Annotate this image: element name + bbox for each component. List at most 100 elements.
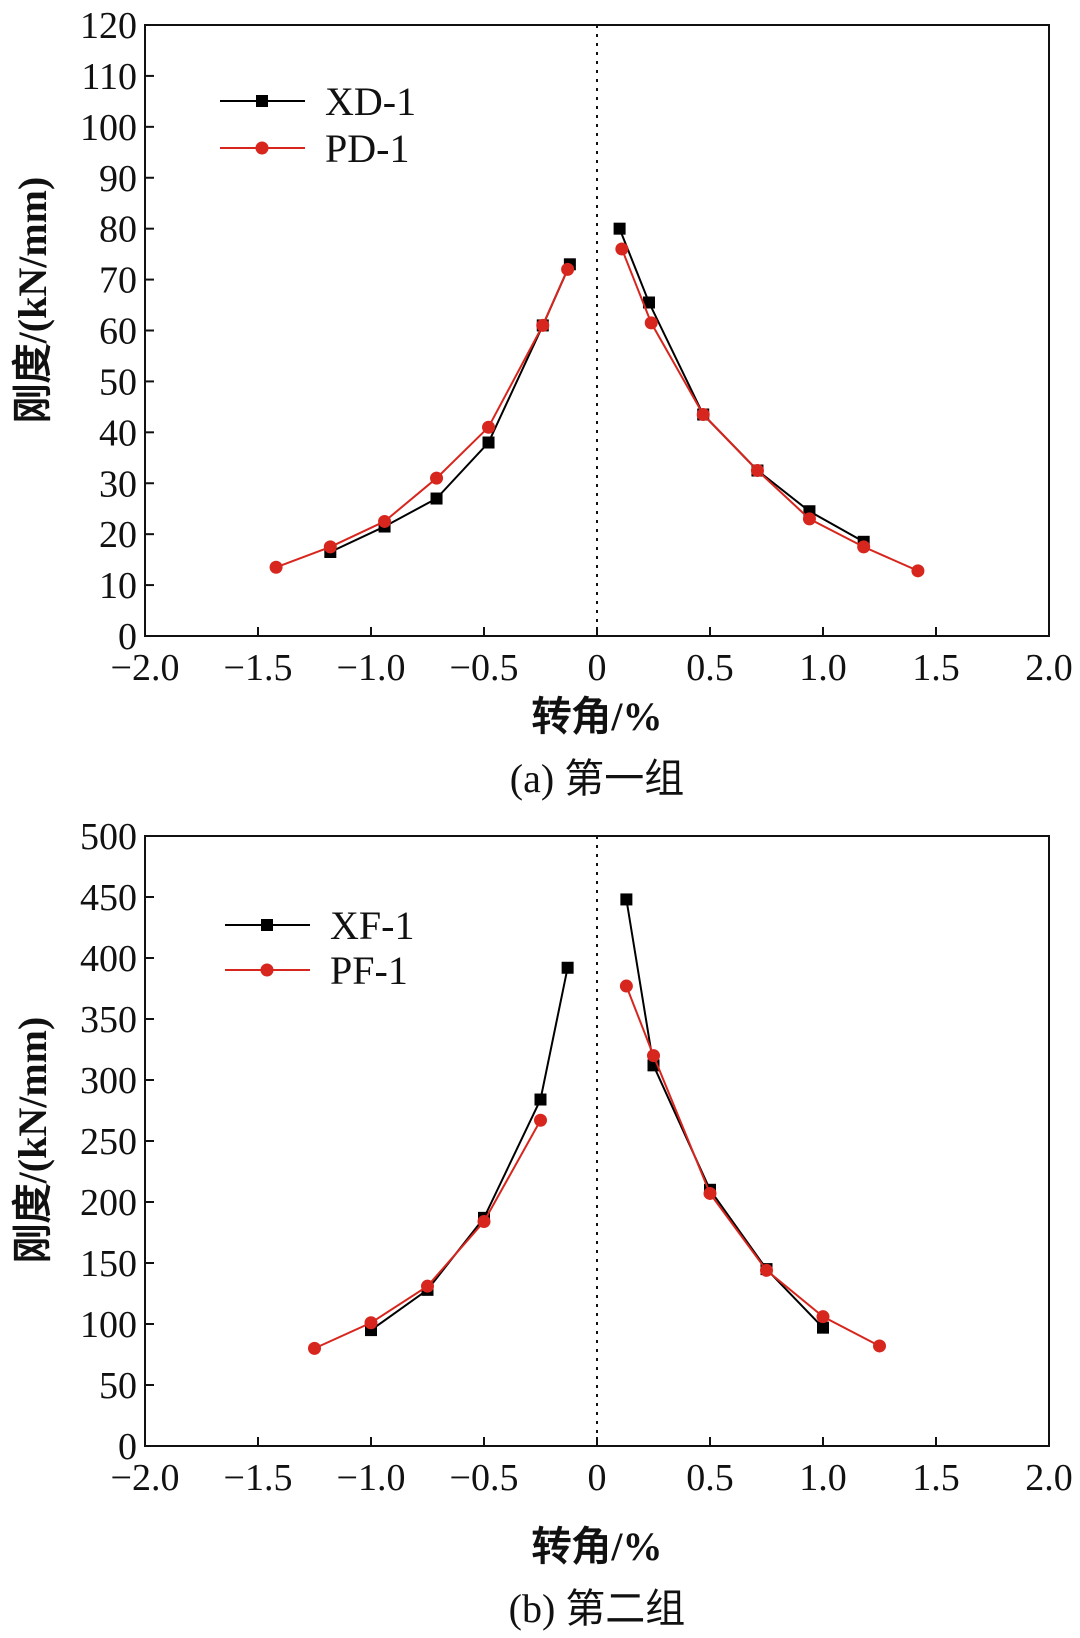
data-point-pd-1 <box>802 512 816 526</box>
series-line-xd-1 <box>329 263 571 553</box>
y-tick-label: 90 <box>99 158 137 200</box>
x-tick-label: 0.5 <box>686 647 734 689</box>
y-tick-label: 40 <box>99 412 137 454</box>
series-pf-1 <box>308 979 886 1355</box>
y-tick-label: 100 <box>80 107 137 149</box>
y-tick-label: 120 <box>80 5 137 47</box>
x-tick-label: 2.0 <box>1025 1457 1073 1499</box>
y-axis-ticks: 0 10 20 30 40 50 60 70 80 90 100 110 120 <box>80 5 154 658</box>
data-point-pf-1 <box>534 1113 547 1127</box>
series-layer <box>269 222 925 578</box>
chart-panel-a: −2.0 −1.5 −1.0 −0.5 0 0.5 1.0 1.5 2.0 0 10 20 30 40 5… <box>10 5 1073 801</box>
y-tick-label: 0 <box>118 616 137 658</box>
series-line-xd-1 <box>618 228 865 543</box>
legend-marker-pd-1 <box>255 141 269 155</box>
data-point-pd-1 <box>696 408 710 422</box>
legend-marker-xf-1 <box>261 919 273 931</box>
y-tick-label: 70 <box>99 260 137 302</box>
y-tick-label: 60 <box>99 311 137 353</box>
panel-caption-a: (a) 第一组 <box>510 756 684 801</box>
data-point-pd-1 <box>911 564 925 578</box>
data-point-xf-1 <box>817 1321 829 1334</box>
legend-label-pf-1: PF-1 <box>330 948 408 993</box>
data-point-pf-1 <box>703 1186 717 1200</box>
x-tick-label: 1.5 <box>912 1457 960 1499</box>
data-point-xd-1 <box>482 436 495 449</box>
legend-marker-pf-1 <box>260 963 274 977</box>
data-point-pf-1 <box>760 1263 773 1277</box>
legend: XF-1 PF-1 <box>225 903 414 993</box>
y-tick-label: 300 <box>80 1060 137 1102</box>
y-axis-title: 刚度/(kN/mm) <box>10 1017 55 1264</box>
data-point-pf-1 <box>421 1279 434 1293</box>
data-point-pf-1 <box>308 1341 321 1355</box>
y-tick-label: 30 <box>99 463 137 505</box>
x-tick-label: −1.5 <box>224 647 293 689</box>
data-point-pd-1 <box>644 316 658 330</box>
y-tick-label: 110 <box>81 56 137 98</box>
data-point-pf-1 <box>873 1339 886 1353</box>
x-axis-title: 转角/% <box>531 694 662 739</box>
x-tick-label: 2.0 <box>1025 647 1073 689</box>
legend-label-pd-1: PD-1 <box>325 126 409 171</box>
series-line-pf-1 <box>314 1119 542 1350</box>
data-point-pf-1 <box>364 1316 378 1330</box>
data-point-pd-1 <box>378 514 392 528</box>
x-tick-label: 1.0 <box>799 1457 847 1499</box>
y-tick-label: 450 <box>80 877 137 919</box>
series-xd-1 <box>324 222 870 558</box>
series-pd-1 <box>269 242 925 578</box>
x-tick-label: −2.0 <box>111 647 180 689</box>
y-axis-ticks: 0 50 100 150 200 250 300 350 400 450 500 <box>80 816 154 1468</box>
x-axis-title: 转角/% <box>531 1524 662 1569</box>
data-point-pd-1 <box>536 318 550 332</box>
data-point-xf-1 <box>561 961 574 974</box>
data-point-xd-1 <box>430 492 443 505</box>
y-tick-label: 350 <box>80 999 137 1041</box>
data-point-pf-1 <box>816 1310 830 1324</box>
x-tick-label: 0 <box>588 647 607 689</box>
x-tick-label: −0.5 <box>450 647 519 689</box>
y-tick-label: 0 <box>118 1426 137 1468</box>
y-axis-title: 刚度/(kN/mm) <box>10 177 55 424</box>
legend-label-xf-1: XF-1 <box>330 903 414 948</box>
x-tick-label: 0 <box>588 1457 607 1499</box>
data-point-pd-1 <box>323 540 337 554</box>
y-tick-label: 250 <box>80 1121 137 1163</box>
x-tick-label: −0.5 <box>450 1457 519 1499</box>
data-point-xf-1 <box>534 1093 547 1106</box>
data-point-xd-1 <box>642 296 655 309</box>
y-tick-label: 400 <box>80 938 137 980</box>
data-point-pd-1 <box>857 540 871 554</box>
y-tick-label: 100 <box>80 1304 137 1346</box>
y-tick-label: 80 <box>99 209 137 251</box>
legend: XD-1 PD-1 <box>220 79 416 171</box>
y-tick-label: 50 <box>99 361 137 403</box>
data-point-xd-1 <box>613 222 626 235</box>
y-tick-label: 10 <box>99 565 137 607</box>
data-point-pf-1 <box>647 1049 660 1063</box>
data-point-pd-1 <box>615 242 629 256</box>
y-tick-label: 50 <box>99 1365 137 1407</box>
series-line-pd-1 <box>275 268 569 569</box>
series-line-xf-1 <box>625 899 824 1329</box>
data-point-pf-1 <box>477 1215 491 1229</box>
data-point-xf-1 <box>620 893 633 906</box>
data-point-pd-1 <box>750 464 764 478</box>
chart-panel-b: −2.0 −1.5 −1.0 −0.5 0 0.5 1.0 1.5 2.0 0 50 100 150 2… <box>10 816 1073 1631</box>
x-tick-label: 0.5 <box>686 1457 734 1499</box>
x-tick-label: −1.0 <box>337 647 406 689</box>
data-point-pf-1 <box>619 979 633 993</box>
data-point-xd-1 <box>803 505 816 518</box>
series-line-pd-1 <box>620 248 919 572</box>
y-tick-label: 200 <box>80 1182 137 1224</box>
x-tick-label: −1.5 <box>224 1457 293 1499</box>
panel-caption-b: (b) 第二组 <box>509 1586 686 1631</box>
data-point-pd-1 <box>561 262 575 276</box>
y-tick-label: 500 <box>80 816 137 858</box>
series-line-xf-1 <box>370 967 569 1331</box>
y-tick-label: 20 <box>99 514 137 556</box>
x-tick-label: 1.5 <box>912 647 960 689</box>
x-tick-label: 1.0 <box>799 647 847 689</box>
data-point-pd-1 <box>430 471 444 485</box>
